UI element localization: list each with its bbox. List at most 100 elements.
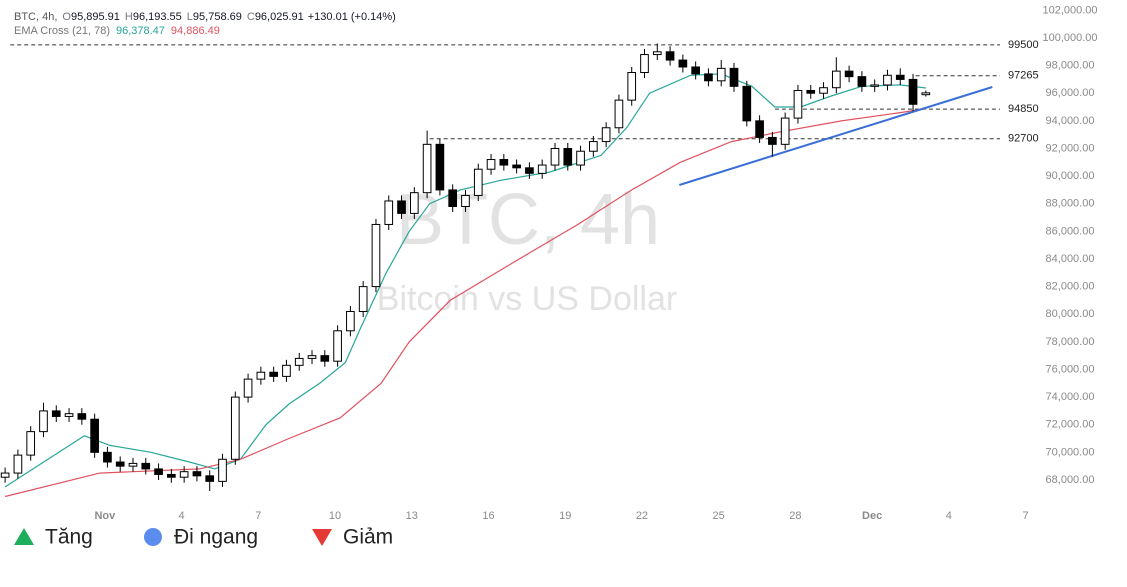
candle-body [435,143,445,191]
y-tick-label: 84,000.00 [1046,253,1095,265]
candle-body [473,168,483,196]
candle-body [716,67,726,82]
candle-body [384,200,394,225]
y-tick-label: 70,000.00 [1046,446,1095,458]
y-tick-label: 80,000.00 [1046,308,1095,320]
candle-body [90,418,99,453]
candle-body [307,355,317,359]
candle-body [870,84,880,87]
candle-body [205,475,215,482]
header-text: BTC, 4h, [14,11,57,23]
candle-body [141,462,151,470]
candle-body [780,117,790,145]
candle-body [691,66,700,75]
candle-body [729,67,739,87]
candle-body [397,200,406,214]
candle-body [243,378,253,398]
candle-body [525,167,534,174]
candle-body [601,127,611,143]
candle-body [844,70,854,78]
x-tick-label: Dec [862,510,882,522]
candle-body [589,141,598,152]
candle-body [154,468,163,475]
candle-body [512,164,521,169]
candle-body [499,159,509,166]
level-label: 97265 [1008,70,1039,82]
candle-body [115,461,125,467]
x-tick-label: 16 [482,510,494,522]
ema-line [4,73,926,488]
candle-body [576,150,585,166]
candle-body [26,431,36,456]
candle-body [333,330,342,362]
level-label: 92700 [1008,133,1039,145]
legend-label: Đi ngang [174,526,258,549]
header-text: L [187,11,193,23]
candle-body [39,410,48,433]
ema-line [4,108,926,498]
header-text: O [62,11,71,23]
x-tick-label: 25 [713,510,725,522]
level-label: 99500 [1008,39,1039,51]
y-tick-label: 88,000.00 [1046,198,1095,210]
candle-body [320,355,330,362]
y-tick-label: 72,000.00 [1046,419,1095,431]
header-text: H [125,11,133,23]
candle-body [793,89,803,119]
plot-area [0,43,1000,498]
candle-body [768,136,777,145]
candle-body [167,473,176,478]
candle-body [346,310,355,332]
candle-body [640,54,649,74]
candle-body [550,147,560,166]
header-text: +130.01 (+0.14%) [308,11,396,23]
x-tick-label: 28 [789,510,801,522]
y-tick-label: 102,000.00 [1042,4,1097,16]
header-text: 94,886.49 [171,25,220,37]
candle-body [422,143,432,194]
candle-body [895,74,905,80]
y-tick-label: 68,000.00 [1046,474,1095,486]
y-tick-label: 98,000.00 [1046,60,1095,72]
candle-body [614,99,624,129]
candle-body [409,192,419,214]
legend-icon [14,528,34,545]
watermark-subtitle: Bitcoin vs US Dollar [377,280,677,318]
header-text: C [247,11,255,23]
y-tick-label: 90,000.00 [1046,170,1095,182]
header-text: 96,193.55 [133,11,182,23]
x-tick-label: 4 [946,510,952,522]
legend-label: Tăng [45,526,93,549]
x-tick-label: 10 [329,510,341,522]
candle-body [678,59,688,68]
trendline [678,86,993,186]
x-tick-label: 22 [636,510,648,522]
candle-body [192,471,202,477]
candle-body [563,147,573,166]
candle-body [294,357,304,366]
candle-body [461,194,470,207]
y-tick-label: 86,000.00 [1046,225,1095,237]
candle-body [921,92,931,96]
candle-body [704,73,713,82]
candle-body [537,164,547,174]
x-tick-label: Nov [94,510,116,522]
candle-body [857,76,867,87]
level-label: 94850 [1008,103,1039,115]
candle-body [742,85,752,122]
header-text: 96,025.91 [255,11,304,23]
candle-body [652,51,662,56]
y-tick-label: 96,000.00 [1046,87,1095,99]
watermark-title: BTC, 4h [396,180,660,260]
x-tick-label: 13 [406,510,418,522]
candle-body [77,413,87,420]
y-tick-label: 76,000.00 [1046,363,1095,375]
candle-body [51,410,61,417]
legend-label: Giảm [343,526,393,549]
y-tick-label: 100,000.00 [1042,32,1097,44]
candle-body [269,371,278,377]
header-text: EMA Cross (21, 78) [14,25,110,37]
x-tick-label: 7 [255,510,261,522]
candle-body [358,286,368,312]
